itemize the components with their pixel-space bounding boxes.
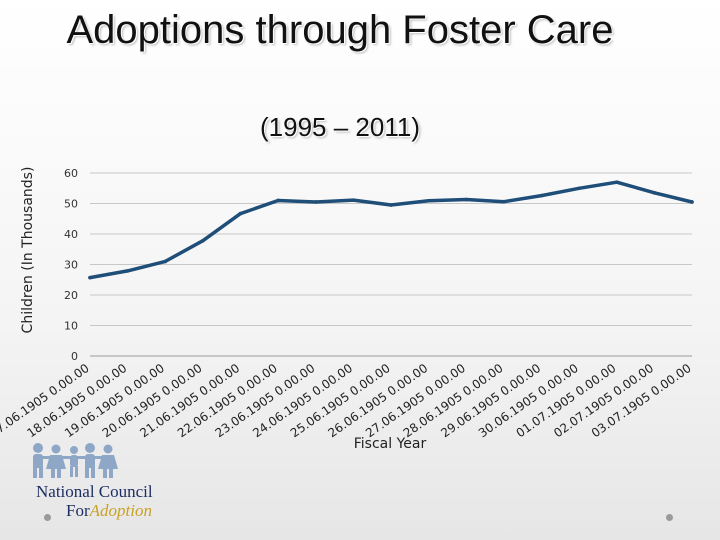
data-point xyxy=(125,269,130,273)
logo-text-line1: National Council xyxy=(36,482,153,501)
slide-dot-right xyxy=(666,514,673,521)
data-point xyxy=(88,275,92,280)
data-point xyxy=(426,198,431,203)
ncfa-logo: National Council ForAdoption xyxy=(30,440,190,530)
data-point xyxy=(652,191,657,195)
slide-title: Adoptions through Foster Care xyxy=(66,8,614,52)
data-point xyxy=(464,197,469,202)
logo-text-line2: ForAdoption xyxy=(66,501,152,521)
data-point xyxy=(351,198,356,202)
y-tick-label: 60 xyxy=(64,167,78,180)
data-point xyxy=(502,199,506,204)
data-point xyxy=(577,186,581,191)
y-axis-label: Children (In Thousands) xyxy=(20,166,36,334)
data-point xyxy=(163,259,168,264)
data-point xyxy=(276,198,280,203)
data-point xyxy=(201,238,205,243)
data-point xyxy=(238,211,243,216)
data-point xyxy=(389,203,393,207)
series-line xyxy=(88,180,694,280)
family-figures-icon xyxy=(33,443,118,478)
data-point xyxy=(313,200,318,204)
logo-text-prefix: For xyxy=(66,501,90,520)
logo-text-accent: Adoption xyxy=(89,501,152,520)
data-point xyxy=(539,193,544,198)
y-tick-label: 10 xyxy=(64,320,78,333)
data-point xyxy=(690,200,694,204)
y-tick-label: 20 xyxy=(64,289,78,302)
y-tick-label: 50 xyxy=(64,198,78,211)
slide-dot-left xyxy=(44,514,51,521)
data-point xyxy=(614,180,619,184)
x-axis-label: Fiscal Year xyxy=(353,436,427,452)
y-tick-label: 0 xyxy=(71,350,78,363)
y-tick-label: 40 xyxy=(64,228,78,241)
y-tick-label: 30 xyxy=(64,259,78,272)
slide-subtitle: (1995 – 2011) xyxy=(260,112,420,142)
y-axis-label-wrap: Children (In Thousands) xyxy=(10,150,46,350)
